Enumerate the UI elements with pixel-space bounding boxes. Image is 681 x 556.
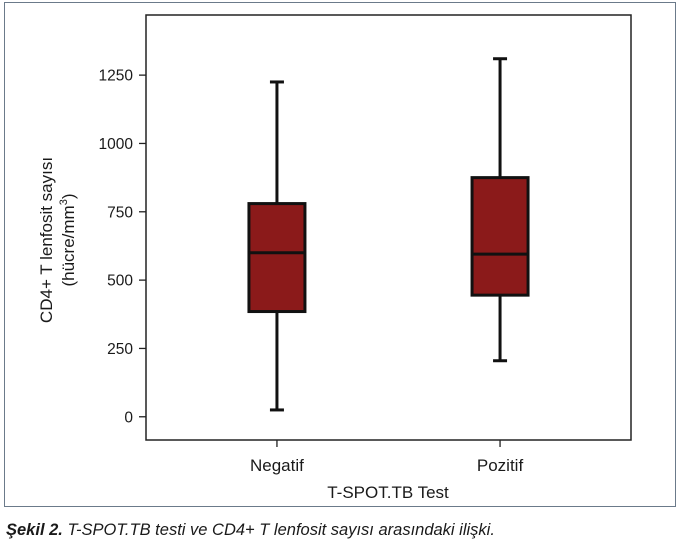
y-tick-label: 0 [124, 409, 133, 426]
box-pozitif [470, 57, 530, 363]
y-axis-label-close: ) [59, 193, 78, 199]
y-tick-label: 1250 [99, 68, 134, 85]
y-axis: 0 250 500 750 1000 1250 [99, 68, 146, 426]
y-axis-label: CD4+ T lenfosit sayısı (hücre/mm3) [37, 157, 78, 323]
caption-label: Şekil 2. [6, 521, 63, 539]
y-tick-label: 250 [107, 341, 133, 358]
y-axis-label-line1: CD4+ T lenfosit sayısı [37, 157, 56, 323]
caption-text: T-SPOT.TB testi ve CD4+ T lenfosit sayıs… [62, 521, 495, 539]
iqr-box [470, 176, 530, 297]
figure-caption: Şekil 2. T-SPOT.TB testi ve CD4+ T lenfo… [6, 521, 495, 540]
x-tick-label: Negatif [250, 456, 304, 475]
x-tick-label: Pozitif [477, 456, 524, 475]
y-axis-label-unit: (hücre/mm [59, 205, 78, 286]
plot-area [145, 14, 632, 441]
y-tick-label: 750 [107, 204, 133, 221]
boxes [247, 57, 530, 412]
y-tick-label: 500 [107, 273, 133, 290]
y-tick-label: 1000 [99, 136, 134, 153]
y-axis-label-line2: (hücre/mm3) [58, 193, 78, 286]
x-axis-label: T-SPOT.TB Test [327, 483, 449, 502]
iqr-box [247, 202, 307, 314]
x-axis: Negatif Pozitif [250, 440, 523, 475]
box-plot: 0 250 500 750 1000 1250 Negatif Pozitif T-SPOT… [37, 14, 632, 502]
y-axis-label-superscript: 3 [58, 199, 70, 205]
box-negatif [247, 80, 307, 412]
